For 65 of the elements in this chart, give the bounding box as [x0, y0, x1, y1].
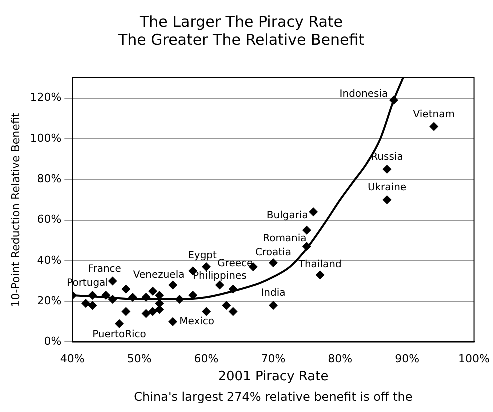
chart-title: The Larger The Piracy Rate The Greater The Relative Benefit [117, 12, 365, 49]
point [148, 286, 158, 296]
y-tick-label: 40% [37, 254, 62, 267]
annotation: PuertoRico [92, 330, 146, 341]
annotation: Eygpt [188, 250, 218, 262]
y-tick-label: 20% [37, 294, 62, 308]
annotation: Vietnam [413, 109, 455, 120]
point [108, 295, 118, 304]
point [148, 307, 158, 316]
annotation: Croatia [255, 248, 292, 259]
point [175, 295, 184, 304]
x-tick-label: 40% [60, 352, 85, 366]
x-tick-label: 70% [261, 352, 286, 366]
x-tick-label: 60% [194, 352, 219, 366]
point [389, 96, 398, 105]
point [382, 195, 392, 204]
y-tick-label: 60% [37, 213, 62, 226]
x-axis-title: 2001 Piracy Rate [218, 370, 329, 385]
annotation: Bulgaria [266, 210, 308, 222]
annotation: France [88, 264, 122, 275]
annotation: Philippines [192, 270, 247, 282]
point [122, 284, 131, 294]
annotation: Venezuela [133, 270, 185, 281]
y-tick-label: 0% [44, 335, 62, 348]
point [228, 307, 238, 316]
point [88, 290, 98, 300]
point [168, 280, 178, 290]
point [142, 292, 151, 302]
point [115, 319, 124, 328]
annotation: India [261, 288, 286, 300]
point [222, 301, 232, 310]
point [382, 164, 392, 174]
x-tick-label: 80% [328, 352, 353, 366]
point [302, 242, 312, 252]
annotation: Ukraine [368, 182, 407, 194]
text: China's largest 274% relative benefit is off the [134, 390, 413, 404]
annotation: Thailand [298, 260, 342, 271]
point [316, 270, 325, 280]
point [202, 307, 212, 316]
x-tick-label: 50% [127, 352, 152, 366]
point [430, 122, 439, 132]
annotation: Russia [371, 152, 404, 164]
y-tick-label: 100% [30, 132, 62, 145]
point [82, 299, 91, 308]
annotation: Indonesia [340, 88, 388, 100]
y-tick-label: 120% [30, 91, 62, 104]
point [309, 208, 318, 217]
point [142, 309, 151, 318]
x-tick-label: 90% [395, 352, 420, 366]
point [302, 226, 312, 235]
point [122, 307, 131, 316]
x-tick-label: 100% [458, 352, 490, 366]
point [228, 284, 238, 294]
point [268, 301, 278, 310]
y-axis-title: 10-Point Reduction Relative Benefit [9, 112, 22, 308]
point [168, 317, 178, 326]
y-tick-label: 80% [37, 172, 62, 186]
annotation: Romania [263, 233, 307, 244]
point [268, 258, 278, 268]
annotation: Greece [218, 258, 254, 270]
point [128, 292, 138, 302]
point [108, 276, 118, 286]
point [102, 290, 111, 300]
point [88, 301, 98, 310]
annotation: Mexico [180, 316, 215, 328]
